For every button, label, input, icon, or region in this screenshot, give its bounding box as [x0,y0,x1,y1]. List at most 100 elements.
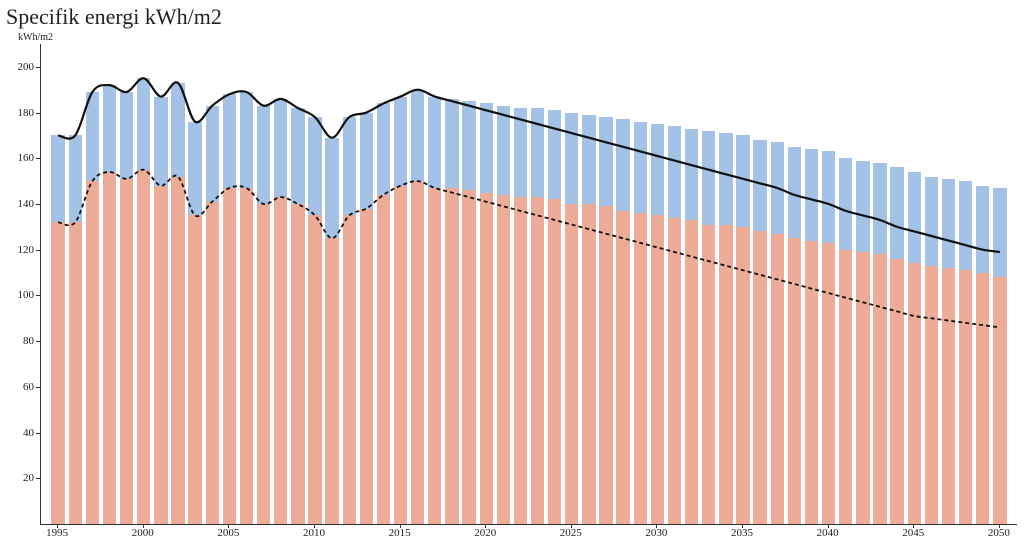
x-tick-label: 2050 [988,527,1010,539]
x-tick-mark [913,524,914,528]
bar-lower [257,204,270,524]
bar-lower [308,215,321,524]
bar-lower [634,213,647,524]
y-tick-label: 40 [4,427,34,439]
bar-lower [908,263,921,524]
bar-lower [360,209,373,524]
bar-lower [599,206,612,524]
bar-lower [548,199,561,524]
y-tick-mark [36,113,40,114]
bar-lower [616,211,629,524]
bar-lower [445,188,458,524]
bar-lower [805,241,818,524]
bar-lower [890,259,903,524]
x-tick-mark [314,524,315,528]
bar-lower [462,190,475,524]
bar-lower [377,195,390,524]
y-tick-label: 160 [4,152,34,164]
bar-lower [171,177,184,524]
x-tick-mark [57,524,58,528]
x-tick-mark [742,524,743,528]
bar-lower [788,238,801,524]
y-tick-label: 20 [4,472,34,484]
x-tick-label: 2010 [303,527,325,539]
bar-lower [925,266,938,524]
bar-lower [51,222,64,524]
bar-lower [719,225,732,524]
bar-lower [514,197,527,524]
x-tick-label: 2020 [474,527,496,539]
y-tick-mark [36,67,40,68]
x-tick-mark [656,524,657,528]
x-tick-label: 2025 [560,527,582,539]
bar-lower [223,188,236,524]
x-tick-label: 1995 [46,527,68,539]
x-tick-mark [999,524,1000,528]
bar-lower [531,197,544,524]
y-tick-mark [36,158,40,159]
plot-area [40,44,1017,525]
y-tick-label: 100 [4,289,34,301]
bar-lower [651,215,664,524]
y-tick-mark [36,250,40,251]
chart-title: Specifik energi kWh/m2 [6,4,222,30]
x-tick-label: 2030 [645,527,667,539]
y-tick-mark [36,295,40,296]
y-tick-label: 200 [4,61,34,73]
bar-lower [137,170,150,524]
bar-lower [771,234,784,524]
bar-lower [206,202,219,524]
bar-lower [188,215,201,524]
bar-lower [685,220,698,524]
x-tick-label: 2035 [731,527,753,539]
bar-lower [942,268,955,524]
y-tick-mark [36,433,40,434]
x-tick-mark [828,524,829,528]
bar-lower [822,243,835,524]
x-tick-label: 2045 [902,527,924,539]
bar-lower [480,193,493,524]
y-tick-label: 120 [4,244,34,256]
bar-lower [856,252,869,524]
bar-lower [976,273,989,524]
bar-lower [291,204,304,524]
bar-lower [702,225,715,524]
x-tick-label: 2040 [817,527,839,539]
bar-lower [325,238,338,524]
y-tick-mark [36,341,40,342]
bar-lower [103,172,116,524]
x-tick-mark [571,524,572,528]
y-tick-mark [36,204,40,205]
bar-lower [69,222,82,524]
bar-lower [753,231,766,524]
bar-layer [41,44,1017,524]
y-tick-label: 140 [4,198,34,210]
x-tick-label: 2015 [389,527,411,539]
x-tick-label: 2005 [217,527,239,539]
bar-lower [497,195,510,524]
x-tick-mark [400,524,401,528]
y-tick-mark [36,478,40,479]
bar-lower [411,181,424,524]
bar-lower [428,188,441,524]
x-tick-mark [143,524,144,528]
bar-lower [394,186,407,524]
x-tick-mark [485,524,486,528]
bar-lower [240,188,253,524]
bar-lower [839,250,852,524]
bar-lower [993,277,1006,524]
chart-unit-label: kWh/m2 [18,32,53,43]
bar-lower [274,197,287,524]
bar-lower [582,204,595,524]
y-tick-label: 80 [4,335,34,347]
x-tick-mark [228,524,229,528]
bar-lower [959,270,972,524]
bar-lower [86,181,99,524]
bar-lower [873,254,886,524]
bar-lower [668,218,681,524]
y-tick-mark [36,387,40,388]
bar-lower [736,227,749,524]
bar-lower [154,186,167,524]
bar-lower [120,179,133,524]
y-tick-label: 60 [4,381,34,393]
